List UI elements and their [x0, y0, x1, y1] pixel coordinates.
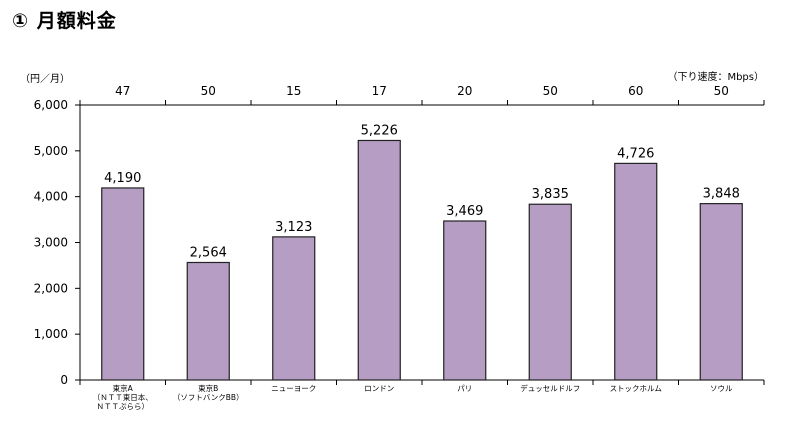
x-tick-label: ストックホルム: [610, 384, 662, 393]
speed-label: 17: [372, 84, 387, 98]
y-tick-label: 3,000: [34, 236, 68, 250]
x-tick-label: （ソフトバンクBB）: [173, 393, 244, 402]
y-tick-label: 1,000: [34, 327, 68, 341]
bar: [357, 139, 401, 381]
bar: [186, 261, 230, 381]
data-label: 5,226: [361, 123, 398, 138]
speed-unit-label: （下り速度：Mbps）: [667, 70, 764, 83]
data-label: 3,469: [446, 204, 483, 219]
bar: [528, 203, 572, 381]
data-label: 3,123: [275, 220, 312, 235]
x-tick-label: ソウル: [710, 384, 733, 393]
data-label: 2,564: [190, 245, 227, 260]
bar: [699, 203, 743, 381]
y-tick-label: 5,000: [34, 144, 68, 158]
y-unit-label: （円／月）: [20, 73, 70, 85]
x-tick-label: ＮＴＴぷらら）: [97, 402, 150, 411]
speed-label: 15: [286, 84, 301, 98]
plot-area: 0 1,000 2,000 3,000 4,000 5,000 6,000 4,190 47 東京…: [34, 84, 765, 411]
x-tick-label: 東京B: [198, 383, 218, 393]
data-label: 3,835: [532, 187, 569, 202]
bar: [443, 220, 487, 381]
speed-label: 47: [115, 84, 130, 98]
page-heading: ① 月額料金: [12, 10, 117, 32]
bar: [101, 187, 145, 381]
speed-label: 50: [714, 84, 729, 98]
speed-label: 50: [201, 84, 216, 98]
bar: [614, 162, 658, 381]
bar: [272, 236, 316, 381]
y-tick-label: 0: [60, 373, 68, 387]
data-label: 4,190: [104, 171, 141, 186]
data-label: 3,848: [703, 187, 740, 202]
x-tick-label: デュッセルドルフ: [520, 383, 580, 393]
y-tick-label: 2,000: [34, 281, 68, 295]
x-tick-label: ロンドン: [364, 384, 394, 393]
x-tick-label: 東京A: [113, 383, 134, 393]
speed-label: 60: [628, 84, 643, 98]
speed-label: 50: [543, 84, 558, 98]
x-tick-label: パリ: [457, 384, 472, 393]
y-tick-label: 6,000: [34, 98, 68, 112]
y-tick-label: 4,000: [34, 190, 68, 204]
x-tick-label: ニューヨーク: [271, 384, 316, 393]
speed-label: 20: [457, 84, 472, 98]
x-tick-label: （ＮＴＴ東日本、: [93, 392, 153, 402]
data-label: 4,726: [617, 146, 654, 161]
